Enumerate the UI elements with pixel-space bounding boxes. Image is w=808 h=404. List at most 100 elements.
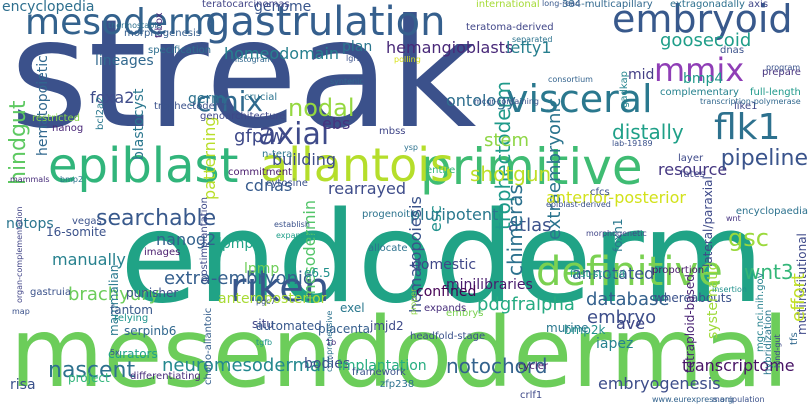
word: homeodomain xyxy=(224,44,340,63)
word: brachyury xyxy=(68,284,160,305)
word: pdgfralpha xyxy=(477,294,575,315)
word: extragonadally xyxy=(670,0,745,10)
word: map xyxy=(12,307,30,316)
word: manually xyxy=(52,250,126,269)
word: insertion xyxy=(712,285,747,294)
word: progenoitic xyxy=(362,209,419,220)
word: crucial xyxy=(244,92,278,103)
word: tetraploid-based xyxy=(683,274,697,373)
word: nanog xyxy=(52,123,84,134)
word: morphogenesis xyxy=(124,28,201,39)
word: encyclopaedia xyxy=(735,206,808,217)
word: flk1 xyxy=(714,107,781,148)
word: streak xyxy=(10,0,477,162)
word: nascent xyxy=(48,358,136,383)
word: 384-multicapillary xyxy=(562,0,653,10)
word: fates xyxy=(680,169,705,180)
word: first-strand xyxy=(570,269,626,280)
word: mammalian xyxy=(107,264,121,336)
word: hematopoietic xyxy=(35,55,51,156)
word: cytosine xyxy=(266,178,308,189)
word: embryoid xyxy=(612,0,793,41)
word: mmix xyxy=(654,51,745,89)
word: notochord xyxy=(446,354,548,378)
word: relying xyxy=(114,313,149,324)
word: encyclopedia xyxy=(2,0,95,15)
word: images xyxy=(144,247,181,258)
word: bodies xyxy=(304,356,351,372)
word: consortium xyxy=(548,75,593,84)
word: pgc7 xyxy=(256,297,276,306)
word: confined xyxy=(416,284,477,300)
word: gadkap xyxy=(619,71,630,108)
word: implantation xyxy=(338,358,427,374)
word: bcl2a2 xyxy=(95,96,106,130)
word: curators xyxy=(108,347,158,361)
word: crlf1 xyxy=(520,390,543,401)
word: distally xyxy=(612,120,684,144)
word: wnt xyxy=(726,214,741,223)
word: wnt3 xyxy=(744,260,794,284)
word: project xyxy=(68,371,110,385)
word: e6.5 xyxy=(304,266,331,280)
word: resource xyxy=(658,160,728,179)
word: postimplantation xyxy=(199,197,210,282)
word: commitment xyxy=(228,167,292,178)
word: lpmps xyxy=(218,236,261,252)
word: goosecoid xyxy=(660,30,752,51)
word: pluripotent xyxy=(410,205,499,224)
word: 16-somite xyxy=(46,225,107,239)
word: tfs xyxy=(789,332,800,345)
word: axial xyxy=(258,117,330,152)
word: gastruia xyxy=(30,287,71,298)
word: hind-gut xyxy=(773,334,782,368)
word: differentiating xyxy=(130,371,201,382)
word: database xyxy=(586,289,670,310)
word: building xyxy=(272,150,337,169)
word: genoarchitecture xyxy=(200,111,286,122)
word: bmp2k xyxy=(564,323,606,337)
word: lpmp xyxy=(244,261,280,277)
word: embrys xyxy=(446,308,484,319)
word: framework xyxy=(352,367,406,378)
word: domestic xyxy=(412,257,477,273)
word: fantom xyxy=(110,303,153,317)
word: endoderm xyxy=(120,184,765,331)
word: n-tera xyxy=(262,149,293,160)
word: establish xyxy=(274,220,310,229)
word: whereabouts xyxy=(654,291,732,305)
word: ebs xyxy=(322,114,351,133)
word: placenta xyxy=(318,322,370,336)
word: proper xyxy=(409,288,418,315)
word: allantois xyxy=(260,138,455,192)
word: minilibraries xyxy=(446,277,533,293)
word: manipulation xyxy=(712,395,765,404)
word: www.eurexpress.org xyxy=(652,395,734,404)
word: tgfb xyxy=(256,338,273,347)
word: dnas xyxy=(720,45,745,56)
word: entire xyxy=(426,165,456,176)
word: germ xyxy=(188,91,225,107)
word: expansion xyxy=(276,231,317,240)
word: jmjd2 xyxy=(370,319,404,333)
word: anteroposterior xyxy=(218,291,327,307)
word: riken xyxy=(230,265,330,311)
word: polling xyxy=(394,55,421,64)
word: vegas xyxy=(72,216,102,227)
word: mbss xyxy=(379,126,406,137)
word: lateral/paraxial xyxy=(701,176,715,267)
word: trophectoderm xyxy=(154,101,229,112)
word: patterning xyxy=(200,116,219,200)
word: restricted xyxy=(32,113,80,124)
word: gfp/w xyxy=(234,126,284,147)
word: nodal xyxy=(288,94,355,122)
word: histogram xyxy=(232,55,273,64)
word: genome xyxy=(254,0,312,15)
word: epiblast-derived xyxy=(546,200,611,209)
word: proportion xyxy=(652,265,705,276)
word: shotgun xyxy=(470,162,552,186)
word: risa xyxy=(10,377,36,393)
word: exel xyxy=(340,301,365,315)
word: pipeline xyxy=(720,146,808,171)
word: cycler xyxy=(518,361,548,372)
